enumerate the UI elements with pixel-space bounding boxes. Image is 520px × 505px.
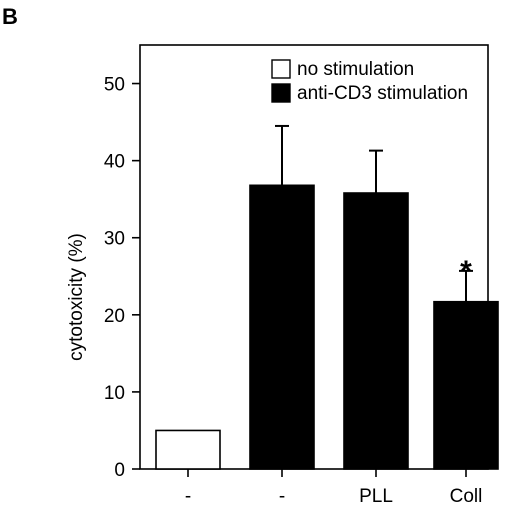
bar-2 [343,192,409,470]
y-tick-label-3: 30 [104,229,125,250]
significance-annotation-0: * [460,255,472,288]
y-tick-label-1: 10 [104,383,125,404]
y-tick-label-4: 40 [104,152,125,173]
y-tick-label-2: 20 [104,306,125,327]
y-axis-title: cytotoxicity (%) [66,233,87,361]
legend-swatch-1 [271,83,291,103]
bar-1 [249,184,315,470]
bar-0 [155,429,221,470]
plot-area: 0 10 20 30 40 50 - - PLL Coll * no stimulation anti-… [104,44,499,505]
y-tick-label-0: 0 [114,460,125,481]
x-tick-label-2: PLL [359,486,393,505]
x-tick-label-0: - [185,486,191,505]
bar-3 [433,300,499,470]
legend-label-0: no stimulation [297,59,414,80]
legend-swatch-0 [271,59,291,79]
x-tick-label-3: Coll [450,486,483,505]
panel-label: B [2,4,18,29]
y-tick-label-5: 50 [104,75,125,96]
x-tick-label-1: - [279,486,285,505]
legend-label-1: anti-CD3 stimulation [297,83,468,104]
